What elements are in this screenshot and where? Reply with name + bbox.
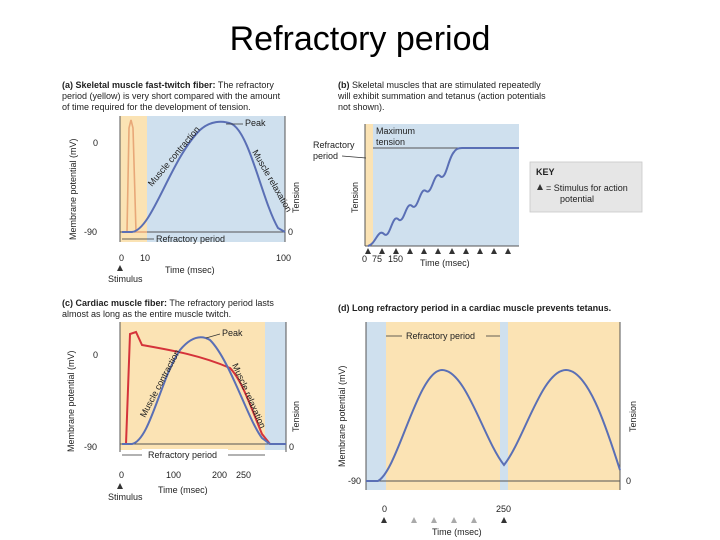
panel-c: (c) Cardiac muscle fiber: The refractory…	[62, 298, 301, 502]
panel-d-gap-strip	[500, 322, 508, 490]
panel-b-caption-line2: will exhibit summation and tetanus (acti…	[337, 91, 546, 101]
panel-c-peak-pointer	[205, 333, 221, 339]
panel-b-x-label: Time (msec)	[420, 258, 470, 268]
panel-c-tension-label: Tension	[291, 401, 301, 432]
panel-b-stimulus-markers	[365, 248, 511, 254]
panel-d-twitch-curve	[366, 368, 621, 482]
panel-b-y-label: Tension	[350, 182, 360, 213]
panel-d-stimulus-icon	[451, 517, 457, 523]
panel-a-y-label: Membrane potential (mV)	[68, 138, 78, 240]
panel-b-x-tick-150: 150	[388, 254, 403, 264]
panel-b-caption-line3: not shown).	[338, 102, 385, 112]
panel-b-stimulus-icon	[365, 248, 371, 254]
panel-b-stimulus-icon	[407, 248, 413, 254]
panel-c-x-tick-250: 250	[236, 470, 251, 480]
panel-d-stimulus-icon	[411, 517, 417, 523]
key-text-line2: potential	[560, 194, 594, 204]
panel-b-stimulus-icon	[449, 248, 455, 254]
panel-d-stimulus-icon	[431, 517, 437, 523]
panel-d-refractory-label-bg	[402, 330, 486, 341]
panel-c-peak-label: Peak	[222, 328, 243, 338]
key-stimulus-icon	[537, 184, 543, 190]
panel-b-stimulus-icon	[505, 248, 511, 254]
panel-d-x-tick-0: 0	[382, 504, 387, 514]
panel-a-right-tick-0: 0	[288, 227, 293, 237]
panel-b-refractory-pointer	[341, 155, 367, 159]
panel-c-x-tick-100: 100	[166, 470, 181, 480]
panel-d-x-tick-250: 250	[496, 504, 511, 514]
panel-d-right-tick-0: 0	[626, 476, 631, 486]
panel-b-stimulus-icon	[491, 248, 497, 254]
panel-c-x-label: Time (msec)	[158, 485, 208, 495]
panel-b-max-tension-label: Maximum	[376, 126, 415, 136]
panel-d-plot-background	[366, 322, 620, 490]
panel-a-stimulus-icon	[117, 265, 123, 271]
panel-b-refractory-label-line2: period	[313, 151, 338, 161]
panel-c-y-label: Membrane potential (mV)	[66, 350, 76, 452]
panel-c-caption-line2: almost as long as the entire muscle twit…	[62, 309, 231, 319]
panel-a-x-tick-10: 10	[140, 253, 150, 263]
panel-a: (a) Skeletal muscle fast-twitch fiber: T…	[62, 80, 301, 284]
panel-b-max-tension-label-line2: tension	[376, 137, 405, 147]
panel-d-stimulus-icon	[471, 517, 477, 523]
panel-a-caption-line3: of time required for the development of …	[62, 102, 251, 112]
panel-c-caption: (c) Cardiac muscle fiber: The refractory…	[62, 298, 274, 308]
panel-c-stimulus-label: Stimulus	[108, 492, 143, 502]
panel-a-tick-0: 0	[93, 138, 98, 148]
panel-c-action-potential	[122, 330, 286, 445]
panel-b-x-tick-0: 0	[362, 254, 367, 264]
panel-c-tick-0: 0	[93, 350, 98, 360]
panel-c-refractory-label-bg	[142, 449, 228, 460]
panel-a-twitch-curve	[122, 120, 286, 233]
panel-d: (d) Long refractory period in a cardiac …	[337, 303, 638, 537]
panel-c-tick-neg90: -90	[84, 442, 97, 452]
panel-a-tension-label: Tension	[291, 182, 301, 213]
panel-b-refractory-label: Refractory	[313, 140, 355, 150]
panel-a-caption: (a) Skeletal muscle fast-twitch fiber: T…	[62, 80, 274, 90]
panel-a-x-tick-100: 100	[276, 253, 291, 263]
panel-c-refractory-label: Refractory period	[148, 450, 217, 460]
panel-d-tick-neg90: -90	[348, 476, 361, 486]
panel-c-twitch-curve	[122, 336, 286, 445]
panel-b-stimulus-icon	[421, 248, 427, 254]
panel-a-caption-line2: period (yellow) is very short compared w…	[62, 91, 281, 101]
panel-b-stimulus-icon	[435, 248, 441, 254]
panel-d-stimulus-markers	[381, 517, 507, 523]
panel-c-right-tick-0: 0	[289, 442, 294, 452]
panel-d-tension-label: Tension	[628, 401, 638, 432]
panel-b: (b) Skeletal muscles that are stimulated…	[313, 80, 546, 268]
panel-d-stimulus-icon	[381, 517, 387, 523]
panel-c-x-tick-200: 200	[212, 470, 227, 480]
panel-a-tick-neg90: -90	[84, 227, 97, 237]
key-title: KEY	[536, 167, 555, 177]
panel-d-refractory-label: Refractory period	[406, 331, 475, 341]
panel-d-x-label: Time (msec)	[432, 527, 482, 537]
panel-b-stimulus-icon	[477, 248, 483, 254]
panel-b-caption: (b) Skeletal muscles that are stimulated…	[338, 80, 541, 90]
panel-d-caption: (d) Long refractory period in a cardiac …	[338, 303, 611, 313]
panel-a-stimulus-label: Stimulus	[108, 274, 143, 284]
panel-c-stimulus-icon	[117, 483, 123, 489]
panel-b-refractory-region	[365, 124, 373, 246]
panel-b-summation-curve	[367, 147, 519, 247]
panel-b-x-tick-75: 75	[372, 254, 382, 264]
panel-a-plot-background	[120, 116, 285, 242]
panel-a-peak-label: Peak	[245, 118, 266, 128]
panel-d-left-strip	[366, 322, 386, 490]
key-text: = Stimulus for action	[546, 183, 628, 193]
slide-title: Refractory period	[229, 20, 491, 58]
key-box: KEY = Stimulus for action potential	[529, 161, 643, 213]
panel-a-x-label: Time (msec)	[165, 265, 215, 275]
key-background	[529, 161, 643, 213]
panel-d-y-label: Membrane potential (mV)	[337, 365, 347, 467]
panel-b-stimulus-icon	[379, 248, 385, 254]
panel-a-x-tick-0: 0	[119, 253, 124, 263]
panel-c-x-tick-0: 0	[119, 470, 124, 480]
panel-a-refractory-label: Refractory period	[156, 234, 225, 244]
panel-b-stimulus-icon	[393, 248, 399, 254]
panel-d-stimulus-icon	[501, 517, 507, 523]
panel-b-stimulus-icon	[463, 248, 469, 254]
